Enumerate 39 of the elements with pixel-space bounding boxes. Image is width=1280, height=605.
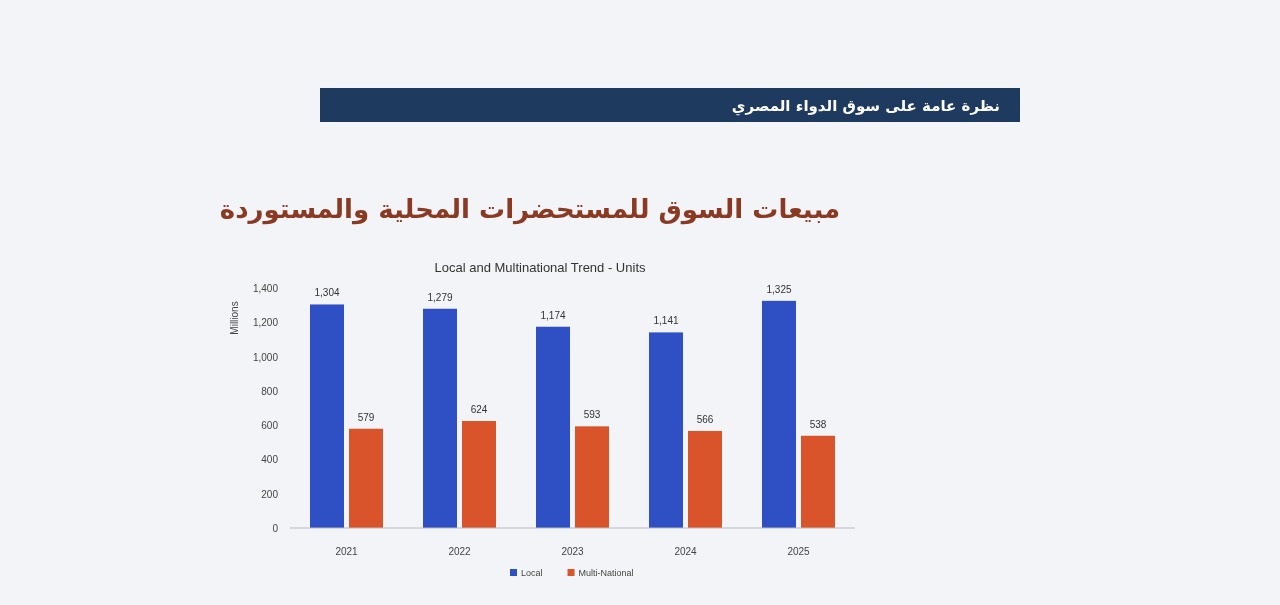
- y-tick-label: 600: [261, 420, 279, 432]
- y-axis-title: Millions: [229, 301, 240, 335]
- bar: [688, 430, 722, 528]
- y-tick-label: 0: [272, 523, 279, 534]
- data-label: 593: [583, 409, 601, 421]
- data-label: 579: [357, 411, 375, 423]
- legend-label: Multi-National: [578, 568, 634, 578]
- y-tick-label: 200: [261, 488, 279, 500]
- bar: [536, 326, 570, 528]
- chart-subtitle: Local and Multinational Trend - Units: [434, 260, 646, 275]
- bar: [801, 435, 835, 528]
- data-label: 624: [470, 404, 488, 416]
- chart-title: مبيعات السوق للمستحضرات المحلية والمستوردة: [219, 194, 841, 225]
- bar: [649, 332, 683, 528]
- bar: [349, 428, 383, 528]
- data-label: 1,279: [427, 291, 453, 303]
- bar: [575, 426, 609, 528]
- y-tick-label: 1,400: [252, 283, 279, 294]
- y-tick-label: 1,000: [252, 351, 279, 363]
- data-label: 1,304: [314, 287, 340, 299]
- bar: [462, 421, 496, 528]
- x-tick-label: 2025: [787, 546, 811, 557]
- y-tick-label: 800: [261, 385, 279, 397]
- data-label: 538: [809, 418, 827, 430]
- y-tick-label: 1,200: [252, 317, 279, 329]
- legend-label: Local: [521, 568, 543, 578]
- bar: [423, 308, 457, 528]
- x-tick-label: 2022: [448, 546, 472, 557]
- x-tick-label: 2021: [335, 546, 359, 557]
- text: نظرة عامة على سوق الدواء المصري: [731, 97, 1000, 116]
- bar: [310, 304, 344, 528]
- x-tick-label: 2023: [561, 546, 585, 557]
- bar: [762, 300, 796, 528]
- x-tick-label: 2024: [674, 546, 698, 557]
- data-label: 566: [696, 413, 714, 425]
- data-label: 1,141: [653, 315, 679, 327]
- data-label: 1,174: [540, 309, 566, 321]
- data-label: 1,325: [766, 283, 792, 295]
- y-tick-label: 400: [261, 454, 279, 466]
